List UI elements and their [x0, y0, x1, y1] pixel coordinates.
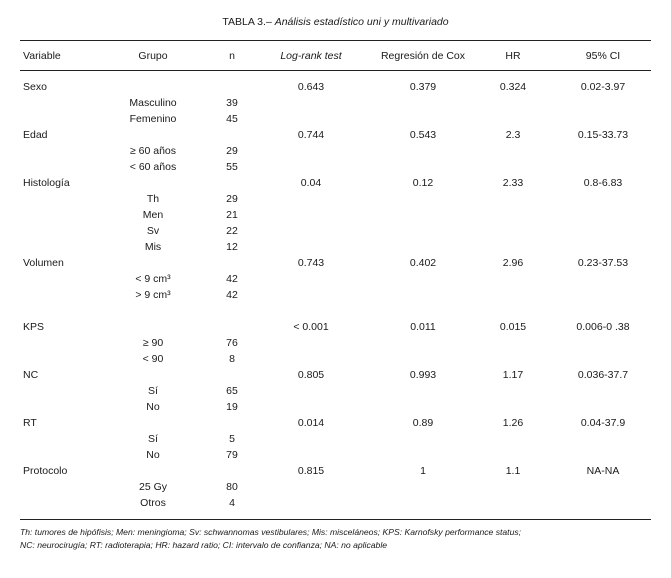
cell-n: 55 [226, 161, 238, 173]
cell-cox: 0.993 [409, 369, 437, 381]
cell-grupo: ≥ 60 años [129, 145, 177, 157]
header-rule [20, 70, 651, 71]
cell-n: 65 [226, 385, 238, 397]
cell-n: 79 [226, 449, 238, 461]
cell-grupo: No [146, 449, 160, 461]
cell-variable: Volumen [23, 257, 64, 269]
cell-logrank: 0.014 [297, 417, 325, 429]
cell-n: 42 [226, 273, 238, 285]
cell-ci: 0.15-33.73 [577, 129, 629, 141]
cell-hr: 0.015 [499, 321, 527, 333]
cell-grupo: Femenino [129, 113, 177, 125]
cell-hr: 2.96 [502, 257, 524, 269]
cell-grupo: 25 Gy [138, 481, 167, 493]
cell-logrank: 0.815 [297, 465, 325, 477]
cell-ci: 0.02-3.97 [580, 81, 626, 93]
cell-logrank: 0.643 [297, 81, 325, 93]
cell-ci: NA-NA [586, 465, 620, 477]
cell-ci: 0.04-37.9 [580, 417, 626, 429]
cell-cox: 1 [420, 465, 426, 477]
cell-hr: 0.324 [499, 81, 527, 93]
cell-logrank: < 0.001 [293, 321, 329, 333]
cell-grupo: Mis [144, 241, 162, 253]
cell-hr: 2.3 [505, 129, 521, 141]
table-title-subtitle: Análisis estadístico uni y multivariado [274, 16, 449, 28]
cell-n: 45 [226, 113, 238, 125]
cell-logrank: 0.743 [297, 257, 325, 269]
cell-n: 80 [226, 481, 238, 493]
cell-variable: Sexo [23, 81, 47, 93]
cell-n: 29 [226, 193, 238, 205]
cell-logrank: 0.04 [300, 177, 322, 189]
header-n: n [229, 50, 235, 62]
bottom-rule [20, 519, 651, 520]
header-hr: HR [505, 50, 521, 62]
cell-n: 19 [226, 401, 238, 413]
header-variable: Variable [23, 50, 61, 62]
cell-grupo: Masculino [129, 97, 177, 109]
cell-n: 21 [226, 209, 238, 221]
cell-variable: Histología [23, 177, 70, 189]
cell-hr: 1.1 [505, 465, 521, 477]
cell-n: 29 [226, 145, 238, 157]
cell-logrank: 0.805 [297, 369, 325, 381]
footnote-line-2: NC: neurocirugía; RT: radioterapia; HR: … [20, 540, 388, 550]
cell-ci: 0.23-37.53 [577, 257, 629, 269]
cell-grupo: Th [146, 193, 160, 205]
cell-grupo: < 90 [142, 353, 164, 365]
cell-ci: 0.036-37.7 [577, 369, 629, 381]
footnote: Th: tumores de hipófisis; Men: meningiom… [20, 526, 651, 552]
cell-grupo: < 9 cm³ [135, 273, 171, 285]
cell-hr: 1.17 [502, 369, 524, 381]
header-cox: Regresión de Cox [380, 50, 466, 62]
cell-variable: Protocolo [23, 465, 68, 477]
cell-ci: 0.006-0 .38 [576, 321, 630, 333]
cell-n: 12 [226, 241, 238, 253]
cell-grupo: Sí [148, 385, 158, 397]
cell-hr: 1.26 [502, 417, 524, 429]
cell-grupo: ≥ 90 [142, 337, 164, 349]
cell-grupo: Men [142, 209, 164, 221]
footnote-line-1: Th: tumores de hipófisis; Men: meningiom… [20, 527, 522, 537]
top-rule [20, 40, 651, 41]
header-logrank: Log-rank test [280, 50, 342, 62]
cell-grupo: No [146, 401, 160, 413]
cell-n: 22 [226, 225, 238, 237]
cell-grupo: Otros [140, 497, 166, 509]
cell-variable: NC [23, 369, 39, 381]
cell-n: 76 [226, 337, 238, 349]
cell-hr: 2.33 [502, 177, 524, 189]
cell-logrank: 0.744 [297, 129, 325, 141]
cell-cox: 0.011 [410, 321, 436, 333]
cell-variable: Edad [23, 129, 48, 141]
cell-grupo: Sv [146, 225, 160, 237]
cell-grupo: < 60 años [129, 161, 177, 173]
cell-cox: 0.89 [412, 417, 434, 429]
cell-cox: 0.402 [409, 257, 437, 269]
cell-variable: KPS [23, 321, 45, 333]
cell-cox: 0.543 [409, 129, 437, 141]
cell-n: 42 [226, 289, 238, 301]
cell-cox: 0.12 [412, 177, 434, 189]
table-title: TABLA 3.– Análisis estadístico uni y mul… [0, 16, 671, 28]
table-title-label: TABLA 3.– [222, 16, 272, 28]
cell-n: 39 [226, 97, 238, 109]
cell-n: 4 [229, 497, 235, 509]
cell-ci: 0.8-6.83 [583, 177, 623, 189]
cell-grupo: Sí [148, 433, 158, 445]
cell-n: 5 [229, 433, 235, 445]
cell-variable: RT [23, 417, 37, 429]
cell-cox: 0.379 [409, 81, 437, 93]
cell-grupo: > 9 cm³ [135, 289, 171, 301]
header-grupo: Grupo [138, 50, 168, 62]
header-ci: 95% CI [585, 50, 621, 62]
cell-n: 8 [229, 353, 235, 365]
